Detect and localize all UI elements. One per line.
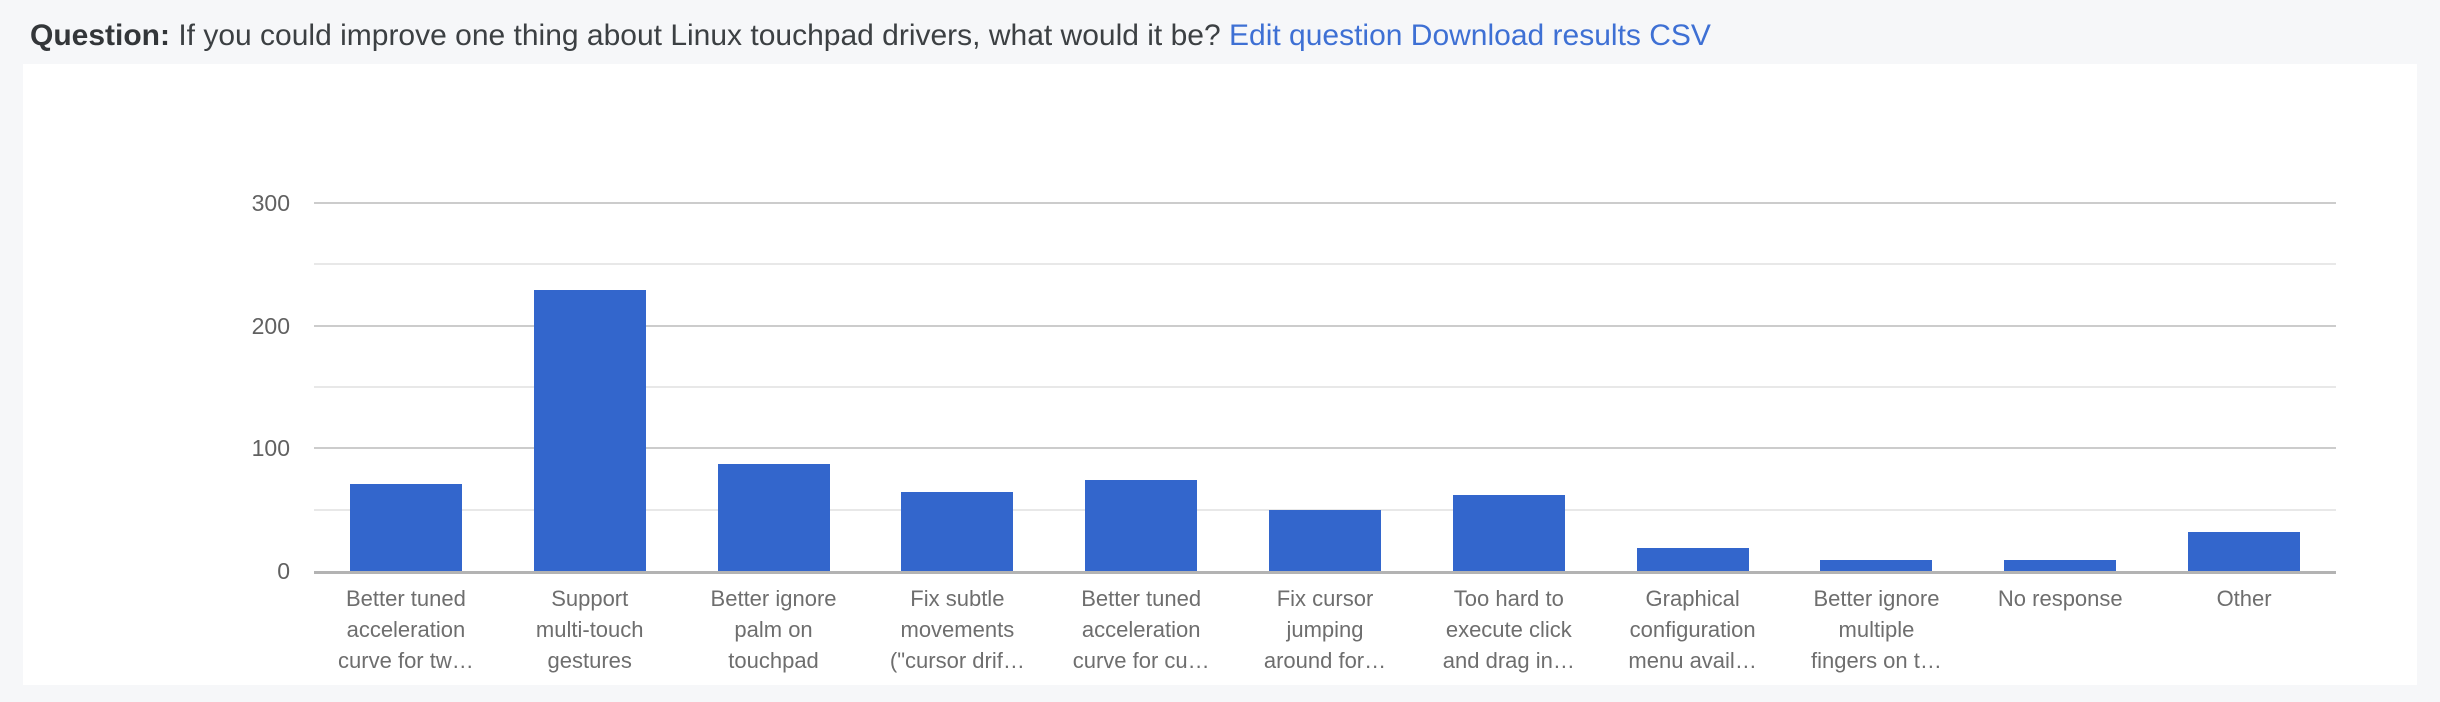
x-axis-label-5: Fix cursor jumping around for…	[1263, 586, 1387, 673]
question-header: Question: If you could improve one thing…	[30, 18, 1711, 54]
x-axis-label-1: Support multi-touch gestures	[535, 586, 644, 673]
x-axis-label-2: Better ignore palm on touchpad	[710, 586, 837, 673]
y-axis-tick-100: 100	[251, 435, 290, 462]
bar-7[interactable]	[1636, 547, 1749, 571]
bar-2[interactable]	[717, 464, 830, 571]
x-axis-label-6: Too hard to execute click and drag in…	[1442, 586, 1575, 673]
chart-card	[23, 64, 2417, 685]
bar-0[interactable]	[349, 483, 462, 571]
edit-question-link[interactable]: Edit question	[1229, 19, 1403, 52]
x-axis-baseline	[314, 571, 2336, 574]
minor-gridline-150	[314, 386, 2336, 388]
major-gridline-100	[314, 447, 2336, 450]
bar-6[interactable]	[1452, 494, 1565, 571]
bar-10[interactable]	[2188, 531, 2301, 571]
minor-gridline-250	[314, 263, 2336, 266]
bar-4[interactable]	[1085, 480, 1198, 571]
bar-5[interactable]	[1269, 509, 1381, 571]
x-axis-label-0: Better tuned acceleration curve for tw…	[338, 586, 474, 673]
question-text: If you could improve one thing about Lin…	[178, 19, 1221, 52]
x-axis-label-7: Graphical configuration menu avail…	[1628, 586, 1757, 673]
x-axis-label-8: Better ignore multiple fingers on t…	[1811, 586, 1942, 673]
bar-8[interactable]	[1820, 559, 1933, 571]
bar-9[interactable]	[2004, 559, 2117, 571]
major-gridline-300	[314, 202, 2336, 204]
bar-3[interactable]	[901, 492, 1014, 571]
y-axis-tick-300: 300	[251, 190, 290, 216]
question-label: Question:	[30, 19, 170, 52]
bar-1[interactable]	[533, 290, 646, 571]
y-axis-tick-200: 200	[251, 312, 290, 339]
x-axis-label-3: Fix subtle movements ("cursor drif…	[889, 586, 1025, 673]
download-results-csv-link[interactable]: Download results CSV	[1410, 19, 1711, 52]
y-axis-tick-0: 0	[277, 558, 290, 584]
major-gridline-200	[314, 324, 2336, 327]
x-axis-label-10: Other	[2216, 586, 2272, 611]
x-axis-label-9: No response	[1997, 586, 2123, 611]
x-axis-label-4: Better tuned acceleration curve for cu…	[1072, 586, 1210, 673]
